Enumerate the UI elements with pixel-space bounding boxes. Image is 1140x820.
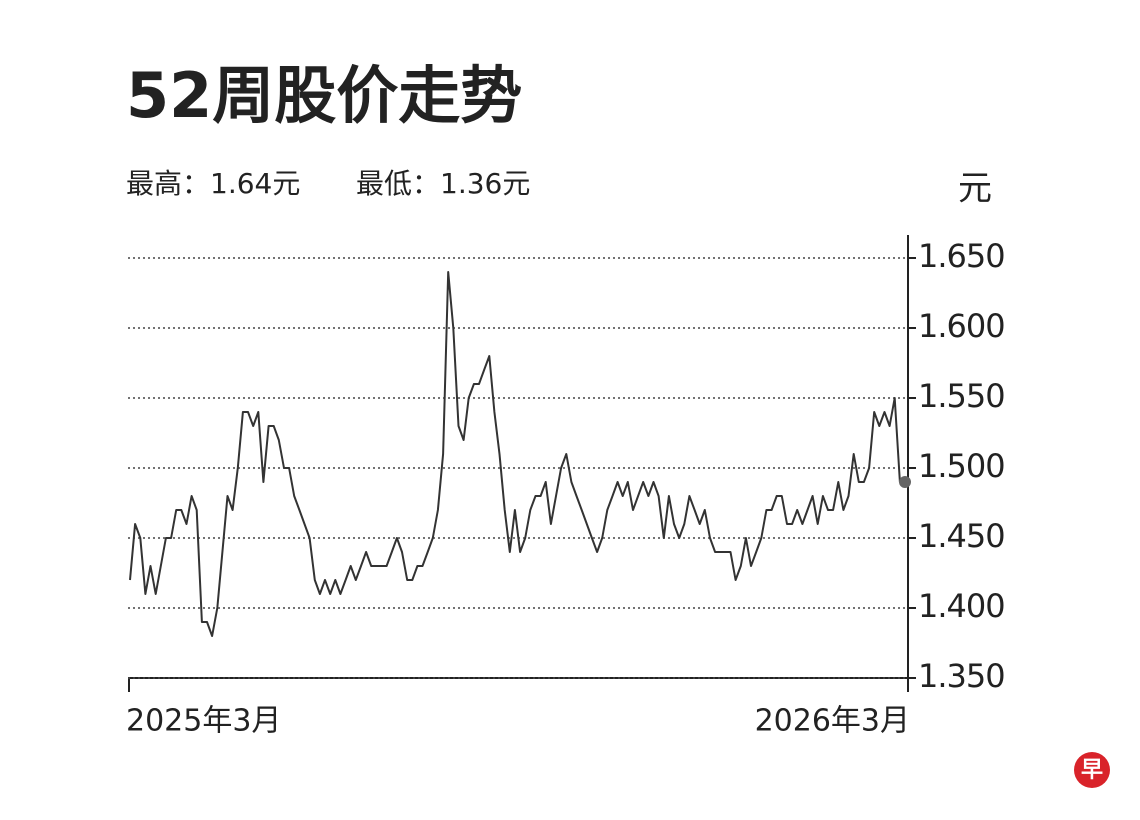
last-point [899,476,911,488]
x-tick-label: 2026年3月 [755,704,910,739]
price-line [129,271,905,637]
chart-title: 52周股价走势 [126,59,522,132]
logo-badge [1074,752,1110,788]
y-tick-label: 1.500 [918,447,1005,485]
y-tick-label: 1.400 [918,587,1005,625]
logo: 早 [1081,758,1103,783]
subtitle-low: 最低：1.36元 [356,167,530,200]
y-tick-label: 1.650 [918,237,1005,275]
x-tick-label: 2025年3月 [126,704,281,739]
y-tick-label: 1.600 [918,307,1005,345]
y-tick-label: 1.350 [918,657,1005,695]
y-unit: 元 [958,169,992,209]
y-tick-label: 1.450 [918,517,1005,555]
subtitle-high: 最高：1.64元 [126,167,300,200]
y-tick-label: 1.550 [918,377,1005,415]
